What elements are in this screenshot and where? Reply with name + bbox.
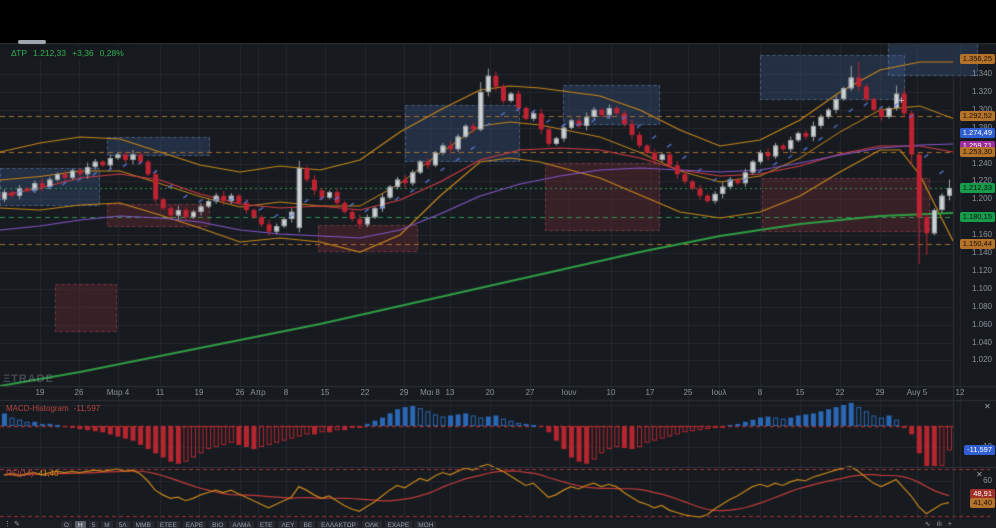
price-change: +3,36 <box>72 48 94 58</box>
price-tick: 1.280 <box>972 123 992 133</box>
macd-pane-label: MACD-Histogram -11,597 <box>6 404 100 413</box>
price-badge: 1.259,71 <box>959 140 995 151</box>
ticker-chip[interactable]: ΑΛΜΑ <box>229 521 254 528</box>
price-tick: 1.160 <box>971 230 992 240</box>
price-tick: 1.060 <box>971 319 992 329</box>
time-axis-label: 29 <box>399 388 409 397</box>
ticker-chip[interactable]: ΜΜΒ <box>132 521 154 528</box>
time-axis-label: 22 <box>360 388 370 397</box>
ticker-chip[interactable]: ΕΛΡΕ <box>182 521 207 528</box>
time-axis-label: 22 <box>835 388 845 397</box>
price-badge: 1.356,25 <box>959 54 995 65</box>
ticker-chip[interactable]: ΟΛΚ <box>361 521 382 528</box>
ticker-chip[interactable]: Μ <box>101 521 113 528</box>
ticker-chip[interactable]: ΕΧΑΡΕ <box>384 521 413 528</box>
price-badge: 1.150,44 <box>959 238 995 249</box>
time-axis-label: Μαρ 4 <box>106 388 130 397</box>
macd-badge: -11,597 <box>964 445 995 456</box>
price-tick: 1.080 <box>971 301 992 311</box>
ticker-chip[interactable]: ΕΛΛΑΚΤΩΡ <box>318 521 359 528</box>
rsi-title: RSI(14) <box>6 469 34 478</box>
price-tick: 1.220 <box>971 176 992 186</box>
price-tick: 1.040 <box>971 337 992 347</box>
price-badge: 1.292,52 <box>959 111 995 122</box>
price-tick: 1.300 <box>971 104 992 114</box>
time-axis-label: 26 <box>235 388 245 397</box>
rsi-pane-label: RSI(14) 41,40 <box>6 469 59 478</box>
price-tick: 1.120 <box>971 265 992 275</box>
time-axis-label: 29 <box>875 388 885 397</box>
ticker-chip[interactable]: ΛΕΥ <box>278 521 298 528</box>
price-tick: 1.240 <box>971 158 992 168</box>
ticker-chip[interactable]: 5Λ <box>115 521 130 528</box>
price-tick: 1.140 <box>971 248 992 257</box>
pencil-icon[interactable]: ✎ <box>14 521 20 528</box>
time-axis-label: 17 <box>645 388 655 397</box>
ticker-chip[interactable]: ΒΙΟ <box>209 521 227 528</box>
window-tab-sliver[interactable] <box>18 40 46 44</box>
ticker-chip[interactable]: Ο <box>60 521 72 528</box>
kebab-menu-icon[interactable]: ⋮ <box>4 521 11 528</box>
price-tick: 1.200 <box>971 194 992 204</box>
time-axis-label: 11 <box>155 388 165 397</box>
price-tick: 1.320 <box>971 86 992 96</box>
rsi-value: 41,40 <box>38 469 59 478</box>
symbol-name: ΔΤΡ <box>11 48 28 58</box>
rsi-badge: 41,40 <box>970 497 995 508</box>
ticker-chip[interactable]: ΕΤΕΕ <box>156 521 180 528</box>
wave-icon[interactable]: ∿ <box>924 521 931 528</box>
ticker-chip[interactable]: 5 <box>88 521 99 528</box>
ticker-chip[interactable]: ΜΟΗ <box>415 521 437 528</box>
time-axis-label: 15 <box>320 388 330 397</box>
price-badge: 1.274,49 <box>959 127 995 138</box>
time-axis-label: 26 <box>74 388 84 397</box>
platform-watermark: ΞTRADE <box>3 373 54 385</box>
ticker-chip[interactable]: ΕΤΕ <box>256 521 276 528</box>
macd-title: MACD-Histogram <box>6 404 69 413</box>
plus-icon[interactable]: + <box>947 521 952 528</box>
time-axis-label: 10 <box>606 388 616 397</box>
price-badge: 1.253,30 <box>959 146 995 157</box>
time-axis-label: 27 <box>525 388 535 397</box>
toolbar-right-icons: ∿ ılı + <box>925 521 952 528</box>
price-change-pct: 0,28% <box>99 48 124 58</box>
ticker-chip[interactable]: Η <box>74 521 86 528</box>
time-axis-label: 25 <box>683 388 693 397</box>
time-axis-label: 15 <box>795 388 805 397</box>
price-tick: 1.340 <box>971 69 992 78</box>
time-axis-label: 12 <box>955 388 965 397</box>
time-axis-label: Μαι 8 <box>420 388 440 397</box>
time-axis-label: 19 <box>35 388 45 397</box>
time-axis-label: Αυγ 5 <box>906 388 928 397</box>
time-axis-label: 19 <box>194 388 204 397</box>
price-tick: 1.100 <box>971 283 992 293</box>
macd-close-icon[interactable]: ✕ <box>984 402 991 411</box>
symbol-legend[interactable]: ΔΤΡ 1.212,33 +3,36 0,28% <box>6 46 131 60</box>
bars-icon[interactable]: ılı <box>936 521 942 528</box>
time-axis-label: Ιουλ <box>711 388 727 397</box>
time-axis-label: 8 <box>283 388 289 397</box>
crosshair-marker: + <box>898 95 905 107</box>
rsi-tick: 60 <box>983 475 992 485</box>
time-axis-label: 20 <box>485 388 495 397</box>
ticker-chip[interactable]: ΒΕ <box>300 521 316 528</box>
price-badge: 1.180,15 <box>959 212 995 223</box>
rsi-badge: 48,91 <box>970 488 995 499</box>
time-axis-label: 8 <box>757 388 763 397</box>
window-topbar <box>0 0 996 43</box>
ticker-chip-list: Ο Η 5 Μ 5Λ ΜΜΒ ΕΤΕΕ ΕΛΡΕ ΒΙΟ ΑΛΜΑ ΕΤΕ ΛΕΥ ΒΕ ΕΛΛΑΚΤΩΡ… <box>60 521 437 528</box>
price-tick: 1.020 <box>971 355 992 365</box>
price-badge: 1.212,33 <box>959 183 995 194</box>
time-axis-label: Απρ <box>250 388 266 397</box>
rsi-close-icon[interactable]: ✕ <box>976 470 983 479</box>
last-price: 1.212,33 <box>33 48 67 58</box>
macd-value: -11,597 <box>73 404 101 413</box>
time-axis-label: Ιουν <box>561 388 577 397</box>
ticker-toolbar: ⋮ ✎ Ο Η 5 Μ 5Λ ΜΜΒ ΕΤΕΕ ΕΛΡΕ ΒΙΟ ΑΛΜΑ ΕΤΕ ΛΕΥ ΒΕ ΕΛΛΑ… <box>0 520 996 528</box>
time-axis-label: 13 <box>445 388 455 397</box>
